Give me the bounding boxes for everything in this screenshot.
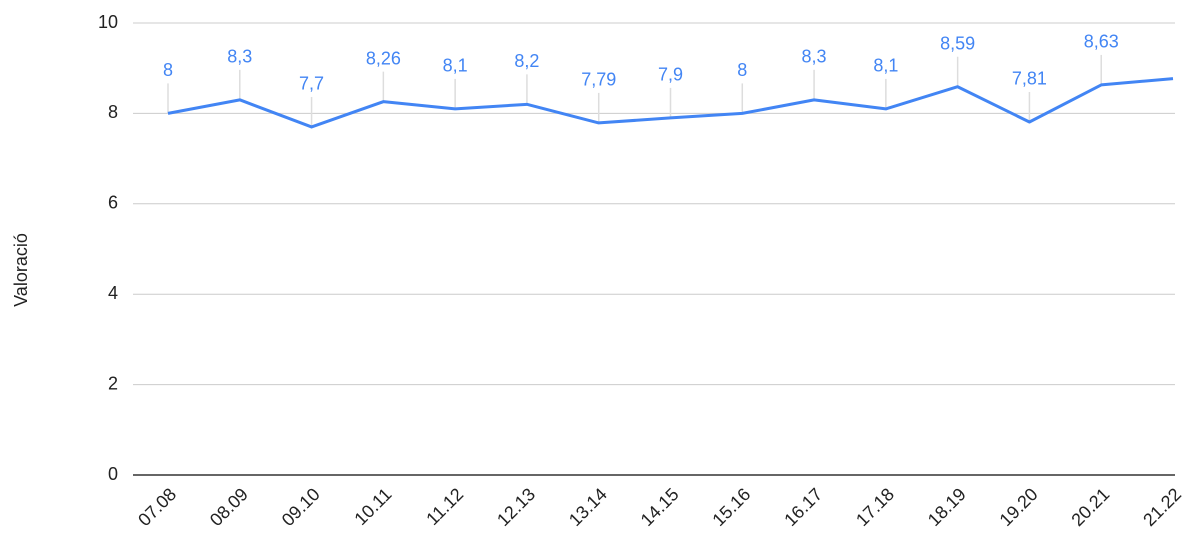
data-label: 8: [737, 60, 747, 80]
data-label: 7,79: [581, 70, 616, 90]
data-label: 7,9: [658, 65, 683, 85]
data-label: 8,2: [514, 51, 539, 71]
x-tick-label: 10.11: [350, 484, 395, 529]
x-tick-label: 15.16: [708, 484, 754, 530]
data-label: 8,59: [940, 33, 975, 53]
data-label: 8,1: [443, 56, 468, 76]
data-label: 8,26: [366, 48, 401, 68]
x-tick-label: 19.20: [996, 484, 1042, 530]
data-label: 8,1: [873, 56, 898, 76]
y-tick-label: 6: [108, 193, 118, 213]
x-tick-label: 12.13: [493, 484, 539, 530]
x-tick-label: 11.12: [422, 484, 467, 529]
data-label: 8,63: [1084, 32, 1119, 52]
data-label: 8: [163, 60, 173, 80]
x-tick-label: 18.19: [924, 484, 970, 530]
x-tick-label: 20.21: [1067, 484, 1113, 530]
y-axis-label: Valoració: [11, 233, 31, 307]
x-tick-label: 17.18: [852, 484, 898, 530]
x-tick-label: 09.10: [278, 484, 324, 530]
x-tick-label: 13.14: [565, 484, 611, 530]
y-tick-label: 10: [98, 12, 118, 32]
x-tick-label: 21.22: [1139, 484, 1185, 530]
data-label: 7,7: [299, 74, 324, 94]
data-label: 7,81: [1012, 69, 1047, 89]
data-label: 8,3: [227, 47, 252, 67]
y-tick-label: 0: [108, 464, 118, 484]
x-tick-label: 08.09: [206, 484, 252, 530]
x-tick-label: 16.17: [780, 484, 826, 530]
x-tick-label: 07.08: [134, 484, 180, 530]
x-tick-label: 14.15: [637, 484, 683, 530]
data-label: 8,3: [802, 47, 827, 67]
y-tick-label: 8: [108, 102, 118, 122]
y-tick-label: 2: [108, 373, 118, 393]
line: [167, 77, 1174, 129]
y-tick-label: 4: [108, 283, 118, 303]
